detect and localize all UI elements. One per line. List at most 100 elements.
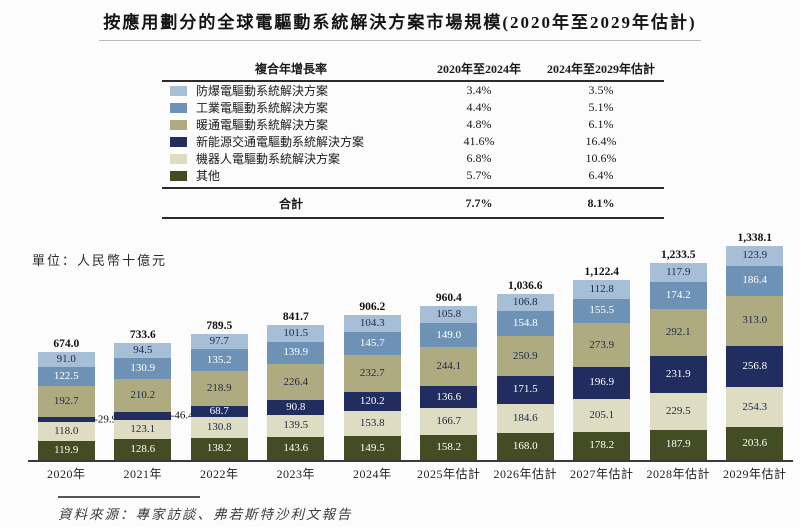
bar-segment: 122.5 <box>37 366 95 387</box>
segment-value-label: 203.6 <box>742 437 768 450</box>
segment-value-label: 91.0 <box>56 352 76 365</box>
bar-segment: -29.9 <box>37 414 117 425</box>
legend-swatch-industrial <box>170 102 187 113</box>
segment-value-label: 256.8 <box>742 359 768 372</box>
bar-total-label: 1,122.4 <box>584 266 620 279</box>
bar-stack: 105.8 149.0 244.1 136.6 166.7 158.2 <box>420 306 478 460</box>
bar-segment: 101.5 <box>267 325 325 342</box>
total-cagr-2024-2029: 8.1% <box>587 195 615 210</box>
bar-group: 674.0 91.0 122.5 192.7 -29.9 118.0 119.9 <box>28 338 117 460</box>
bar-segment: 139.5 <box>267 414 325 438</box>
bar-segment: 186.4 <box>726 265 784 296</box>
bar-segment: 154.8 <box>496 311 554 337</box>
total-label: 合計 <box>278 196 303 211</box>
cagr-row-explosion-proof: 防爆電驅動系統解決方案 3.4% 3.5% <box>162 82 664 99</box>
bar-segment: 149.5 <box>343 436 401 460</box>
cagr-value: 6.4% <box>588 168 614 182</box>
segment-value-label: 68.7 <box>209 404 229 417</box>
x-axis-label: 2027年估計 <box>569 467 634 481</box>
cagr-row-others: 其他 5.7% 6.4% <box>162 167 664 184</box>
bar-segment: 254.3 <box>726 386 784 428</box>
bar-total-label: 960.4 <box>435 292 462 305</box>
cagr-value: 4.4% <box>466 100 492 114</box>
bar-stack: 101.5 139.9 226.4 90.8 139.5 143.6 <box>267 325 325 460</box>
legend-swatch-hvac <box>170 119 187 130</box>
segment-value-label: 292.1 <box>665 326 691 339</box>
segment-value-label: 119.9 <box>54 443 79 456</box>
bar-segment: 68.7 <box>190 404 248 417</box>
bar-segment: 174.2 <box>649 281 707 310</box>
segment-value-label: 112.8 <box>589 282 614 295</box>
bar-group: 1,233.5 117.9 174.2 292.1 231.9 229.5 187.9 <box>640 249 717 460</box>
bar-segment: 231.9 <box>649 356 707 394</box>
bar-segment: 149.0 <box>420 323 478 348</box>
bar-segment: 229.5 <box>649 393 707 430</box>
segment-value-label: 128.6 <box>130 443 156 456</box>
x-axis-label: 2024年 <box>352 467 392 481</box>
bar-segment: 166.7 <box>420 408 478 435</box>
x-axis-label: 2029年估計 <box>722 467 787 481</box>
bar-segment: 118.0 <box>37 421 95 441</box>
bar-segment: 171.5 <box>496 376 554 404</box>
segment-value-label: 174.2 <box>665 288 691 301</box>
x-axis-label: 2028年估計 <box>646 467 710 481</box>
bar-total-label: 789.5 <box>206 319 233 332</box>
bar-total-label: 906.2 <box>359 301 386 314</box>
header-growth-rate: 複合年增長率 <box>254 61 327 76</box>
cagr-row-hvac: 暖通電驅動系統解決方案 4.8% 6.1% <box>162 116 664 133</box>
segment-value-label: 143.6 <box>283 442 309 455</box>
bar-stack: 112.8 155.5 273.9 196.9 205.1 178.2 <box>573 280 631 460</box>
segment-value-label: 97.7 <box>209 335 229 348</box>
bar-group: 789.5 97.7 135.2 218.9 68.7 130.8 138.2 <box>181 320 258 460</box>
segment-value-label: 138.2 <box>206 442 232 455</box>
bar-segment: 130.8 <box>190 416 248 438</box>
bar-segment: 184.6 <box>496 403 554 434</box>
bar-segment: 128.6 <box>114 439 172 460</box>
bar-segment: 158.2 <box>420 434 478 460</box>
bar-segment: 187.9 <box>649 429 707 460</box>
segment-callout-label: -46.4 <box>170 409 194 422</box>
bar-segment: 218.9 <box>190 370 248 406</box>
segment-value-label: 139.5 <box>283 419 309 432</box>
bar-stack: 94.5 130.9 210.2 -46.4 123.1 128.6 <box>114 342 194 460</box>
segment-value-label: 168.0 <box>512 440 538 453</box>
cagr-row-robot: 機器人電驅動系統解決方案 6.8% 10.6% <box>162 150 664 167</box>
segment-value-label: 155.5 <box>589 304 615 317</box>
bar-segment: 106.8 <box>496 294 554 312</box>
segment-value-label: 210.2 <box>130 389 156 402</box>
bar-segment: 210.2 <box>114 378 172 413</box>
bar-segment: 226.4 <box>267 363 325 401</box>
legend-swatch-others <box>170 170 187 181</box>
source-note: 資料來源：專家訪談、弗若斯特沙利文報告 <box>58 507 353 522</box>
bar-group: 841.7 101.5 139.9 226.4 90.8 139.5 143.6 <box>258 311 335 460</box>
segment-value-label: 153.8 <box>359 417 385 430</box>
segment-value-label: 135.2 <box>206 353 232 366</box>
unit-label: 單位：人民幣十億元 <box>32 253 168 268</box>
header-2024-2029: 2024年至2029年估計 <box>546 61 655 76</box>
bar-segment: 196.9 <box>573 367 631 399</box>
bar-segment: 112.8 <box>573 280 631 299</box>
bar-segment: 292.1 <box>649 309 707 357</box>
segment-value-label: 104.3 <box>359 316 385 329</box>
bar-segment: 97.7 <box>190 333 248 350</box>
cagr-value: 10.6% <box>585 151 617 165</box>
cagr-row-new-energy-transport: 新能源交通電驅動系統解決方案 41.6% 16.4% <box>162 133 664 150</box>
bar-group: 1,338.1 123.9 186.4 313.0 256.8 254.3 203.6 <box>717 232 794 460</box>
bar-total-label: 1,233.5 <box>661 248 696 261</box>
segment-value-label: 123.9 <box>742 249 768 262</box>
segment-value-label: 229.5 <box>665 405 691 418</box>
bar-segment: 136.6 <box>420 386 478 409</box>
cagr-value: 16.4% <box>585 134 617 148</box>
cagr-total-row: 合計 7.7% 8.1% <box>162 187 664 219</box>
cagr-value: 5.7% <box>466 168 492 182</box>
page-title: 按應用劃分的全球電驅動系統解決方案市場規模(2020年至2029年估計) <box>99 8 701 41</box>
x-axis: 2020年 2021年 2022年 2023年 2024年 2025年估計 2026年估計 2… <box>28 465 793 482</box>
segment-value-label: 149.0 <box>436 328 462 341</box>
segment-value-label: 106.8 <box>512 296 538 309</box>
segment-value-label: 178.2 <box>589 439 615 452</box>
segment-value-label: 273.9 <box>589 338 615 351</box>
legend-swatch-explosion-proof <box>170 85 187 96</box>
bar-segment: 244.1 <box>420 347 478 387</box>
segment-value-label: 244.1 <box>436 360 462 373</box>
bar-segment: 105.8 <box>420 306 478 324</box>
